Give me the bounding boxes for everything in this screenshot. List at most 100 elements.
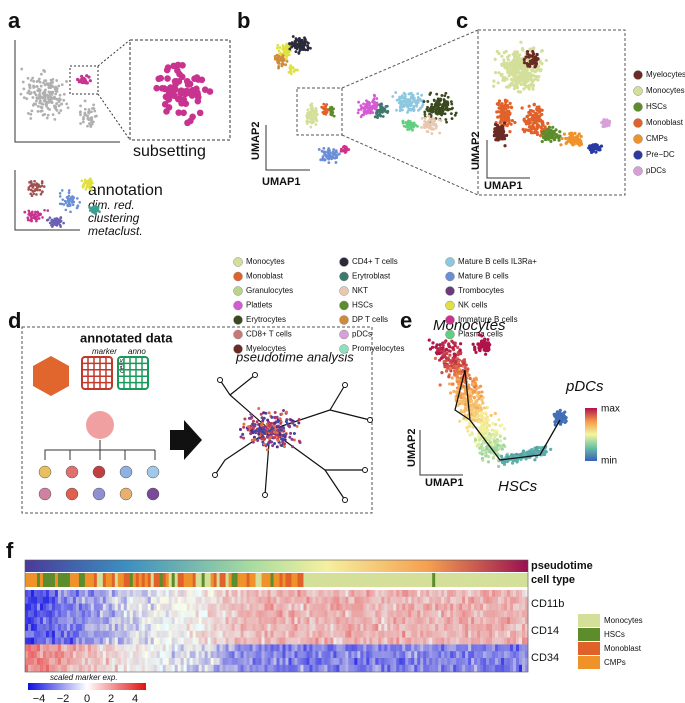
- cell-point: [36, 104, 40, 108]
- heat-cell: [25, 596, 29, 604]
- celltype-cell: [390, 573, 394, 587]
- heat-cell: [279, 610, 283, 618]
- heat-cell: [216, 624, 220, 632]
- heat-cell: [150, 610, 155, 618]
- heat-cell: [480, 637, 484, 645]
- heat-cell: [75, 637, 80, 645]
- heat-cell: [204, 658, 208, 666]
- heat-cell: [213, 630, 217, 638]
- heat-cell: [519, 658, 523, 666]
- celltype-cell: [216, 573, 220, 587]
- heat-cell: [102, 617, 107, 625]
- axis-label: UMAP2: [250, 121, 262, 160]
- heat-cell: [486, 596, 490, 604]
- heat-cell: [345, 658, 349, 666]
- cell-point: [409, 91, 413, 95]
- cell-point: [504, 49, 508, 53]
- heat-cell: [312, 630, 316, 638]
- heat-cell: [57, 651, 62, 659]
- cell-point: [412, 125, 415, 129]
- cell-point: [384, 110, 388, 113]
- heat-cell: [297, 644, 301, 652]
- heat-cell: [291, 610, 295, 618]
- cell-point: [44, 102, 48, 106]
- cell-point: [477, 396, 481, 401]
- heat-cell: [369, 630, 373, 638]
- heat-cell: [261, 664, 265, 672]
- heat-cell: [258, 617, 262, 625]
- legend-swatch: [633, 102, 643, 112]
- legend-label: Immature B cells: [458, 315, 518, 324]
- cell-point: [409, 108, 413, 112]
- cell-point: [435, 92, 439, 96]
- heat-cell: [63, 651, 68, 659]
- heat-cell: [231, 651, 235, 659]
- axes: [265, 125, 310, 171]
- heat-cell: [225, 624, 229, 632]
- cell-point: [37, 212, 41, 215]
- heat-cell: [252, 651, 256, 659]
- heat-cell: [393, 664, 397, 672]
- heat-cell: [456, 624, 460, 632]
- cell-point: [324, 104, 328, 108]
- heat-cell: [447, 630, 451, 638]
- heat-cell: [147, 590, 152, 598]
- panel-label: b: [237, 8, 250, 33]
- cell-point: [375, 101, 379, 105]
- cell-point: [84, 187, 88, 191]
- heat-cell: [420, 617, 424, 625]
- heat-cell: [60, 637, 65, 645]
- cell-point: [321, 157, 325, 160]
- heat-cell: [495, 637, 499, 645]
- celltype-cell: [171, 573, 176, 587]
- heat-cell: [27, 651, 32, 659]
- heat-cell: [213, 664, 217, 672]
- heat-cell: [504, 651, 508, 659]
- heat-cell: [426, 590, 430, 598]
- celltype-cell: [312, 573, 316, 587]
- heat-cell: [81, 590, 86, 598]
- heat-cell: [138, 637, 143, 645]
- cell-point: [42, 68, 46, 72]
- cell-point: [421, 103, 425, 106]
- cell-point: [288, 47, 292, 51]
- heat-cell: [261, 630, 265, 638]
- heat-cell: [303, 651, 307, 659]
- cell-point: [295, 38, 299, 41]
- cell-point: [82, 117, 85, 121]
- heat-cell: [48, 630, 53, 638]
- heat-cell: [240, 603, 244, 611]
- heat-cell: [372, 658, 376, 666]
- heat-cell: [129, 624, 134, 632]
- heat-cell: [279, 590, 283, 598]
- heat-cell: [237, 630, 241, 638]
- heat-cell: [465, 637, 469, 645]
- heat-cell: [492, 624, 496, 632]
- heat-cell: [108, 624, 113, 632]
- cell-point: [303, 43, 306, 47]
- heat-cell: [54, 596, 59, 604]
- axis-label: UMAP2: [470, 131, 482, 170]
- heat-cell: [432, 603, 436, 611]
- cell-point: [579, 134, 583, 139]
- cell-point: [365, 99, 368, 103]
- cell-point: [324, 110, 328, 114]
- heat-cell: [330, 664, 334, 672]
- heat-cell: [108, 658, 113, 666]
- heat-cell: [345, 603, 349, 611]
- celltype-cell: [63, 573, 68, 587]
- heat-cell: [198, 664, 202, 672]
- celltype-cell: [123, 573, 128, 587]
- cell-point: [305, 122, 309, 126]
- cell-point: [337, 152, 341, 156]
- heat-cell: [432, 610, 436, 618]
- cell-point: [35, 99, 38, 103]
- heat-cell: [363, 637, 367, 645]
- heat-cell: [129, 651, 134, 659]
- cell-point: [32, 213, 36, 217]
- heat-cell: [432, 590, 436, 598]
- cell-point: [521, 48, 525, 52]
- celltype-cell: [480, 573, 484, 587]
- heat-cell: [315, 630, 319, 638]
- title: annotated data: [80, 330, 173, 345]
